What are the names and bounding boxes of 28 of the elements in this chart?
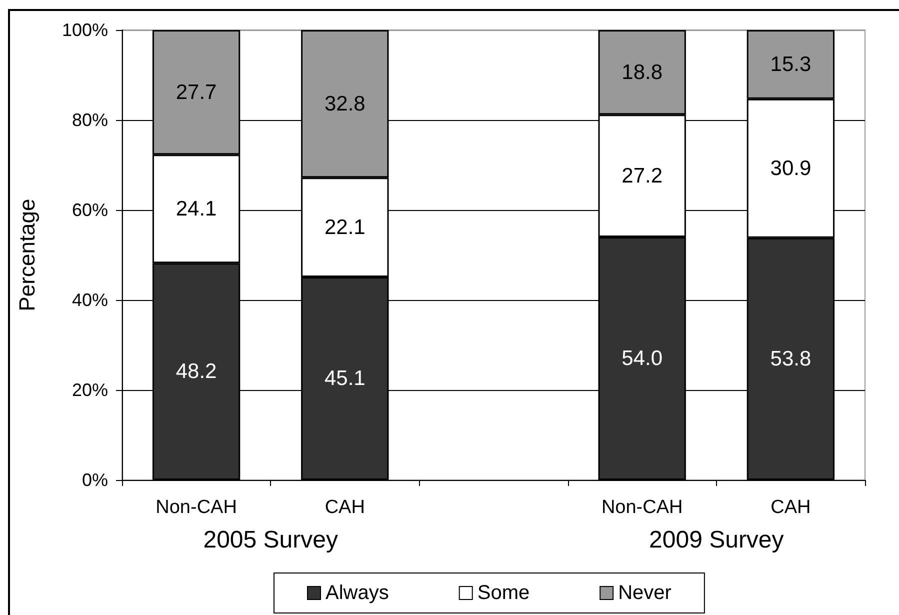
legend-label: Never <box>618 582 672 604</box>
data-label: 24.1 <box>176 197 217 220</box>
data-label: 45.1 <box>324 367 366 390</box>
data-label: 18.8 <box>622 60 663 84</box>
data-label: 53.8 <box>770 347 812 370</box>
y-tick-label: 40% <box>72 290 108 310</box>
data-label: 54.0 <box>622 347 663 370</box>
data-label: 32.8 <box>324 92 366 116</box>
y-tick-label: 80% <box>72 110 108 130</box>
x-tick-label: Non-CAH <box>156 497 237 518</box>
data-label: 48.2 <box>176 360 217 384</box>
y-tick-label: 0% <box>82 470 108 490</box>
data-label: 27.7 <box>176 80 217 104</box>
legend-label: Always <box>326 582 389 604</box>
legend-label: Some <box>477 582 530 604</box>
data-label: 15.3 <box>770 52 812 76</box>
y-tick-label: 100% <box>62 20 108 40</box>
data-label: 30.9 <box>770 156 812 180</box>
x-tick-label: Non-CAH <box>601 497 683 518</box>
y-tick-label: 60% <box>72 200 108 220</box>
y-axis-title: Percentage <box>14 198 40 312</box>
y-tick-label: 20% <box>72 380 108 400</box>
data-label: 27.2 <box>622 164 663 188</box>
text: 2009 Survey <box>649 526 784 554</box>
data-label: 22.1 <box>324 216 366 239</box>
text: 2005 Survey <box>203 526 338 554</box>
x-tick-label: CAH <box>324 497 365 518</box>
x-tick-label: CAH <box>770 497 811 518</box>
